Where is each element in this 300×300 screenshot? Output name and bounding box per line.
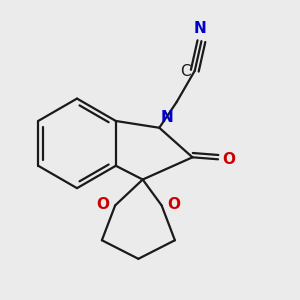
Text: N: N [194, 21, 206, 36]
Text: O: O [222, 152, 235, 167]
Text: O: O [96, 197, 109, 212]
Text: O: O [168, 197, 181, 212]
Text: C: C [180, 64, 191, 79]
Text: N: N [161, 110, 174, 125]
